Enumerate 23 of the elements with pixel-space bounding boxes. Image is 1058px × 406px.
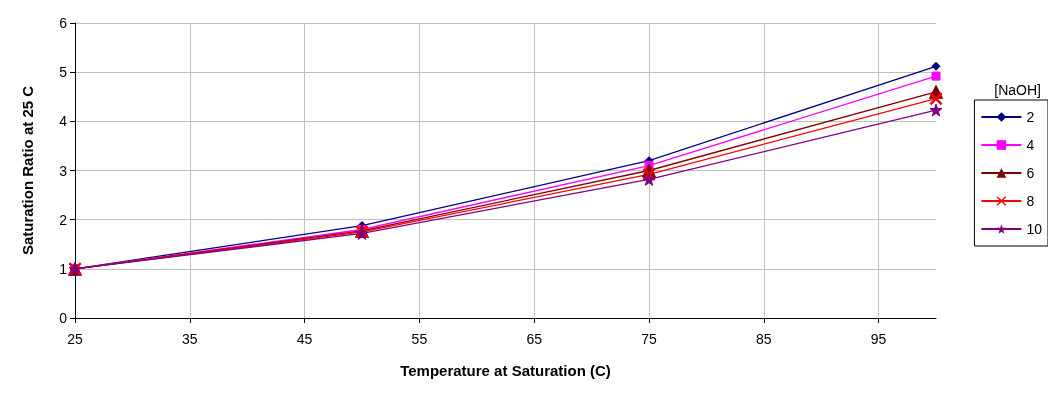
y-tick-label: 6: [59, 15, 68, 31]
y-tick-label: 1: [59, 260, 68, 277]
y-tick-label: 2: [59, 211, 68, 228]
x-tick-label: 45: [296, 331, 313, 347]
x-tick-label: 55: [411, 331, 428, 347]
legend-label: 2: [1026, 109, 1035, 125]
x-tick-label: 75: [641, 331, 657, 347]
legend-title: [NaOH]: [994, 82, 1042, 98]
x-tick-label: 25: [67, 331, 83, 347]
y-tick-label: 5: [59, 64, 68, 81]
x-tick-label: 35: [182, 331, 198, 347]
y-tick-label: 4: [59, 113, 68, 130]
legend-label: 6: [1026, 165, 1035, 181]
y-tick-label: 3: [59, 162, 68, 179]
y-tick-label: 0: [59, 310, 68, 326]
legend-label: 4: [1026, 137, 1035, 153]
legend-label: 8: [1026, 193, 1035, 209]
x-tick-label: 65: [526, 331, 543, 347]
x-axis-title: Temperature at Saturation (C): [400, 362, 611, 379]
x-tick-label: 95: [870, 331, 887, 347]
legend-label: 10: [1026, 221, 1043, 237]
y-axis-title: Saturation Ratio at 25 C: [19, 85, 36, 256]
x-tick-label: 85: [756, 331, 772, 347]
